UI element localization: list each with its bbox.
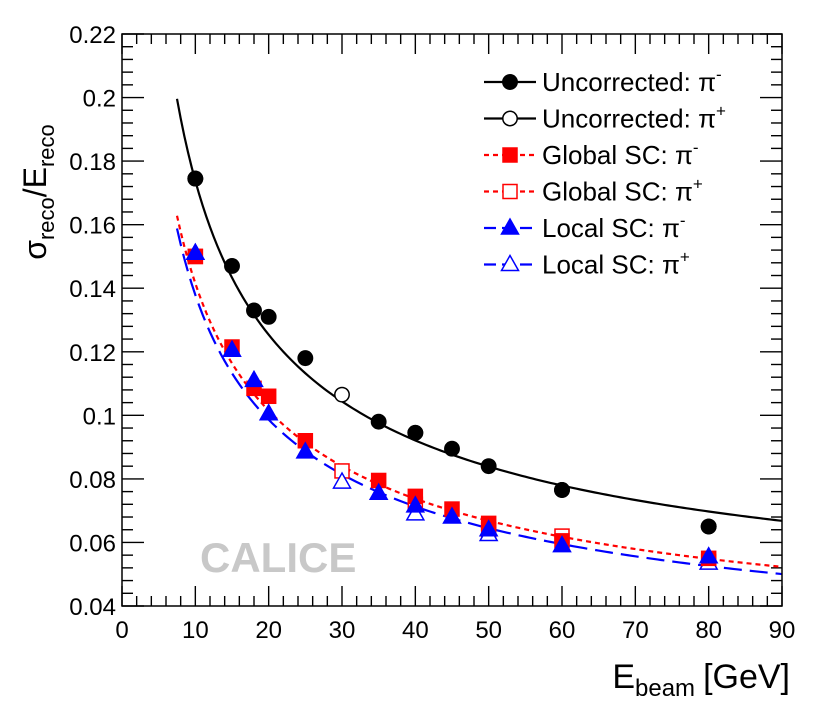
data-point-marker	[444, 440, 460, 457]
data-point-marker	[332, 471, 352, 489]
y-tick-label: 0.06	[69, 530, 116, 557]
data-point-marker	[478, 519, 499, 537]
legend-label: Global SC: π-	[542, 138, 699, 170]
watermark: CALICE	[200, 534, 356, 581]
data-point-marker	[224, 258, 240, 274]
data-point-marker	[222, 339, 242, 357]
data-point-marker	[246, 302, 262, 319]
data-point-marker	[480, 458, 497, 475]
data-point-marker	[407, 424, 424, 441]
data-point-marker	[554, 482, 570, 498]
y-tick-label: 0.18	[69, 149, 116, 176]
legend-label: Uncorrected: π+	[542, 102, 726, 134]
data-point-marker	[442, 506, 462, 524]
y-tick-label: 0.08	[69, 467, 116, 494]
data-point-marker	[700, 518, 717, 535]
legend-label: Uncorrected: π-	[542, 65, 722, 97]
data-point-marker	[502, 74, 518, 90]
data-point-marker	[500, 217, 520, 235]
data-point-marker	[244, 369, 264, 388]
x-tick-label: 40	[402, 617, 429, 644]
data-point-marker	[295, 441, 316, 459]
y-tick-label: 0.04	[69, 594, 116, 621]
x-tick-label: 0	[115, 617, 128, 644]
y-tick-label: 0.2	[83, 86, 116, 113]
data-point-marker	[500, 253, 520, 272]
data-point-marker	[370, 413, 387, 430]
fit-curve	[175, 228, 783, 576]
data-point-marker	[260, 388, 277, 405]
x-tick-label: 70	[622, 617, 649, 644]
data-point-marker	[502, 110, 518, 127]
x-tick-label: 50	[475, 617, 502, 644]
data-point-marker	[185, 242, 206, 261]
data-point-marker	[368, 482, 389, 500]
data-points	[185, 170, 719, 570]
y-tick-labels: 0.04 0.06 0.08 0.1 0.12 0.14 0.16 0.18 0.2 0.22	[69, 22, 116, 621]
x-tick-label: 80	[695, 617, 722, 644]
x-tick-labels: 0 10 20 30 40 50 60 70 80 90	[115, 617, 795, 644]
data-point-marker	[260, 308, 277, 325]
x-tick-label: 60	[549, 617, 576, 644]
y-tick-label: 0.12	[69, 340, 116, 367]
y-tick-label: 0.22	[69, 22, 116, 49]
x-tick-label: 20	[255, 617, 282, 644]
x-tick-label: 30	[329, 617, 356, 644]
y-tick-label: 0.16	[69, 213, 116, 240]
data-point-marker	[334, 386, 350, 403]
x-tick-label: 90	[769, 617, 796, 644]
legend-label: Local SC: π+	[542, 248, 690, 280]
legend: Uncorrected: π- Uncorrected: π+ Global SC:…	[484, 65, 726, 280]
data-point-marker	[502, 183, 518, 200]
fit-curves	[175, 98, 783, 576]
x-axis-label: Ebeam [GeV]	[612, 658, 790, 702]
data-point-marker	[405, 495, 426, 513]
x-tick-label: 10	[182, 617, 209, 644]
legend-label: Global SC: π+	[542, 175, 703, 207]
y-axis-label: σreco/Ereco	[17, 124, 59, 260]
data-point-marker	[698, 546, 719, 564]
data-point-marker	[297, 350, 314, 367]
data-point-marker	[187, 170, 204, 187]
legend-label: Local SC: π-	[542, 211, 686, 243]
data-point-marker	[502, 147, 518, 163]
data-point-marker	[258, 403, 279, 421]
plot-frame	[121, 33, 783, 607]
axis-ticks	[121, 33, 783, 607]
data-point-marker	[552, 535, 572, 553]
y-tick-label: 0.1	[83, 403, 116, 430]
fit-curve	[175, 98, 783, 522]
y-tick-label: 0.14	[69, 276, 116, 303]
